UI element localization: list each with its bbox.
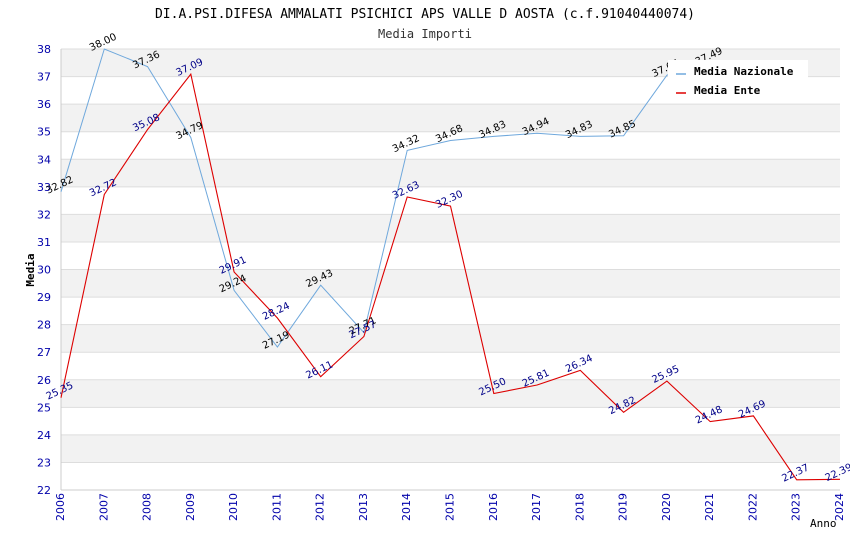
chart-subtitle: Media Importi [378, 27, 472, 41]
x-tick-label: 2009 [184, 493, 197, 521]
data-label: 26.11 [304, 359, 335, 381]
data-label: 26.34 [564, 353, 595, 375]
grid-band [61, 214, 840, 242]
grid-band [61, 379, 840, 408]
y-tick-label: 34 [37, 153, 51, 166]
x-tick-label: 2018 [573, 493, 586, 521]
data-label: 28.24 [261, 301, 292, 323]
legend-label-nazionale: Media Nazionale [694, 65, 794, 78]
y-tick-label: 38 [37, 43, 51, 56]
data-label: 22.37 [780, 462, 811, 484]
y-tick-labels: 22 23 24 25 26 27 28 29 30 31 32 33 34 35 36 37 38 [37, 43, 51, 497]
grid-band [61, 104, 840, 132]
grid-band [61, 434, 840, 463]
x-tick-label: 2016 [487, 493, 500, 521]
y-tick-label: 26 [37, 374, 51, 387]
y-tick-label: 37 [37, 71, 51, 84]
x-axis-label: Anno [810, 517, 837, 530]
x-tick-label: 2022 [746, 493, 759, 521]
y-tick-label: 31 [37, 236, 51, 249]
x-tick-label: 2013 [357, 493, 370, 521]
x-tick-label: 2017 [530, 493, 543, 521]
y-tick-label: 29 [37, 291, 51, 304]
data-label: 34.32 [391, 133, 422, 155]
x-tick-label: 2008 [141, 493, 154, 521]
grid-band [61, 324, 840, 353]
x-tick-label: 2010 [227, 493, 240, 521]
y-tick-label: 22 [37, 484, 51, 497]
legend: Media Nazionale Media Ente [668, 60, 808, 102]
x-tick-label: 2006 [54, 493, 67, 521]
data-label: 22.39 [824, 462, 850, 484]
y-tick-label: 28 [37, 319, 51, 332]
x-tick-label: 2020 [660, 493, 673, 521]
grid-band [61, 159, 840, 187]
y-tick-label: 24 [37, 429, 51, 442]
axes [60, 49, 840, 491]
chart-title: DI.A.PSI.DIFESA AMMALATI PSICHICI APS VA… [155, 7, 695, 22]
legend-box [668, 60, 808, 102]
y-axis-label: Media [24, 253, 37, 286]
y-tick-label: 33 [37, 181, 51, 194]
y-tick-label: 30 [37, 264, 51, 277]
x-tick-label: 2021 [703, 493, 716, 521]
x-tick-label: 2023 [790, 493, 803, 521]
y-tick-label: 25 [37, 401, 51, 414]
x-tick-labels: 2006 2007 2008 2009 2010 2011 2012 2013 2014 2015… [54, 493, 846, 521]
x-tick-label: 2007 [97, 493, 110, 521]
data-label: 32.82 [45, 174, 76, 196]
y-tick-label: 36 [37, 98, 51, 111]
x-tick-label: 2024 [833, 493, 846, 521]
y-tick-label: 27 [37, 346, 51, 359]
x-tick-label: 2012 [314, 493, 327, 521]
x-tick-label: 2019 [617, 493, 630, 521]
y-tick-label: 23 [37, 456, 51, 469]
data-label: 32.30 [434, 189, 465, 211]
series-line-0 [60, 48, 711, 348]
series-line-1 [60, 72, 841, 481]
legend-label-ente: Media Ente [694, 84, 761, 97]
grid-band [61, 269, 840, 298]
y-tick-label: 35 [37, 126, 51, 139]
grid-bands [61, 49, 840, 463]
x-tick-label: 2011 [270, 493, 283, 521]
x-tick-label: 2015 [444, 493, 457, 521]
x-tick-label: 2014 [400, 493, 413, 521]
y-tick-label: 32 [37, 208, 51, 221]
series-lines [60, 48, 841, 481]
